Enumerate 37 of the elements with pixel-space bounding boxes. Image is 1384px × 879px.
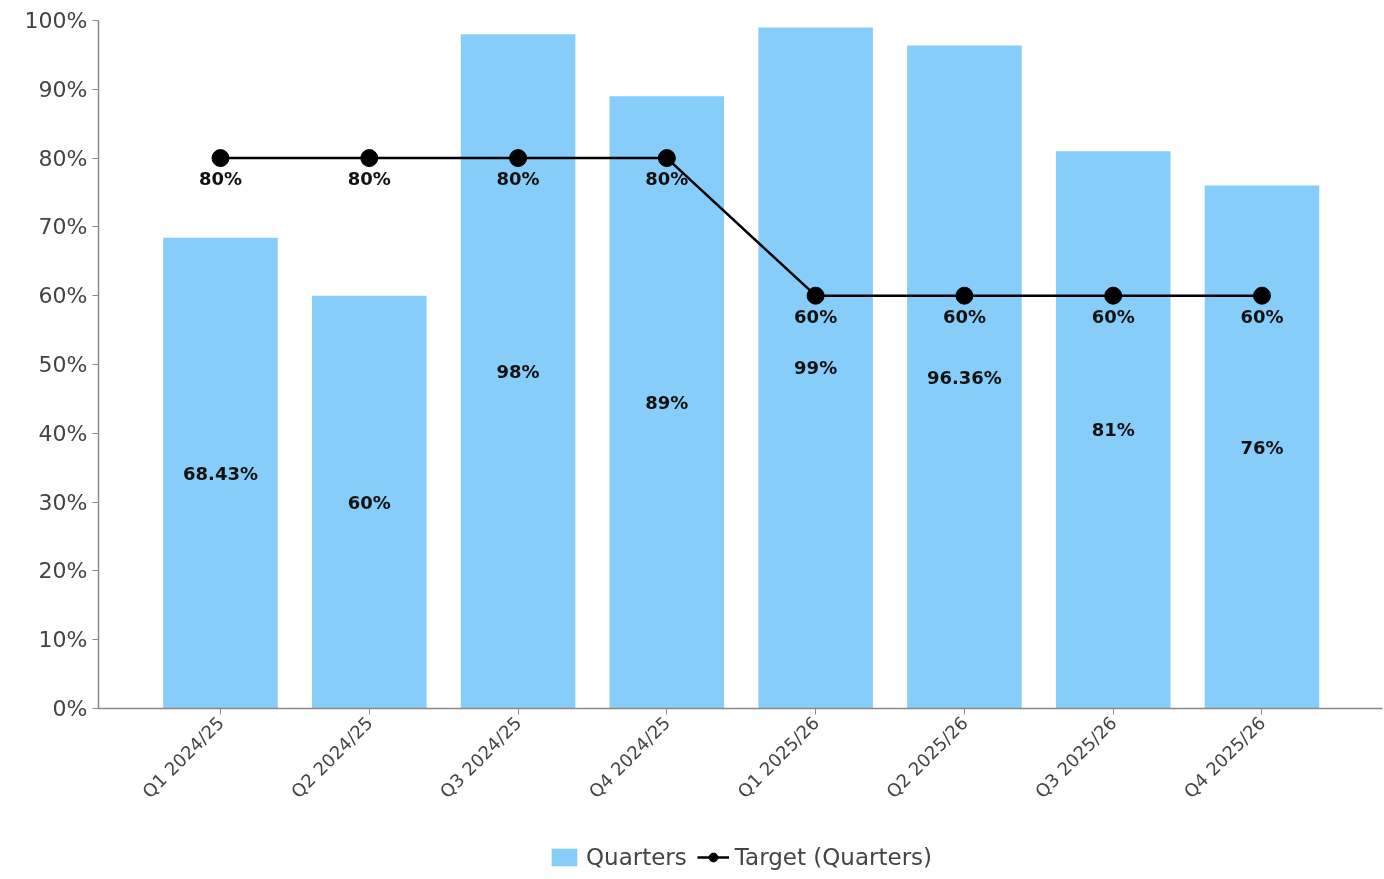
data-label: 80% <box>645 168 689 190</box>
y-tick-label: 30% <box>38 489 88 515</box>
bar <box>609 96 725 709</box>
y-tick-label: 10% <box>38 627 88 653</box>
data-label: 99% <box>794 357 838 379</box>
data-label: 60% <box>1240 305 1284 327</box>
y-tick-label: 0% <box>52 696 88 721</box>
data-label: 60% <box>794 305 838 327</box>
data-label: 80% <box>347 168 391 190</box>
y-tick-label: 90% <box>38 76 88 102</box>
bar <box>1055 151 1171 709</box>
data-label: 98% <box>496 360 540 382</box>
bar <box>907 45 1022 709</box>
bar <box>312 295 427 709</box>
y-tick-label: 70% <box>38 214 88 240</box>
y-tick-label: 40% <box>38 420 88 446</box>
data-label: 60% <box>942 305 986 327</box>
data-label: 81% <box>1091 419 1135 441</box>
data-label: 80% <box>198 168 243 190</box>
data-label: 80% <box>496 168 540 190</box>
data-label: 96.36% <box>926 366 1002 388</box>
data-label: 68.43% <box>183 462 258 484</box>
y-tick-label: 100% <box>24 8 88 33</box>
data-label: 60% <box>1091 305 1135 327</box>
data-label: 89% <box>645 391 689 413</box>
y-tick-label: 80% <box>38 145 88 171</box>
y-tick-label: 20% <box>38 558 88 584</box>
data-label: 60% <box>347 491 391 513</box>
legend-label: Target (Quarters) <box>734 844 933 870</box>
bar <box>758 27 873 709</box>
bar <box>163 237 278 709</box>
y-tick-label: 50% <box>38 352 88 377</box>
data-label: 76% <box>1240 436 1284 458</box>
y-tick-label: 60% <box>38 283 88 309</box>
bar <box>460 34 576 709</box>
bar <box>1204 185 1320 709</box>
legend-label: Quarters <box>585 844 687 870</box>
